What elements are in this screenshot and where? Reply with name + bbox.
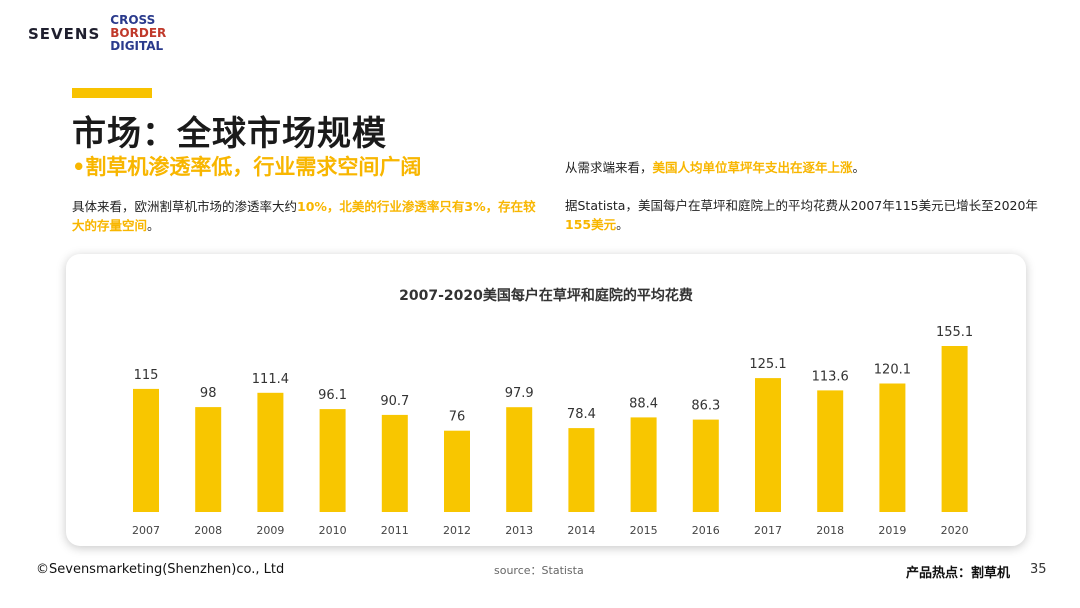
data-label-2018: 113.6 (812, 369, 849, 384)
right-paragraph-2-prefix: 据Statista，美国每户在草坪和庭院上的平均花费从2007年115美元已增长… (565, 198, 1038, 213)
data-label-2014: 78.4 (567, 407, 596, 422)
bar-2015 (630, 417, 657, 512)
data-label-2013: 97.9 (505, 386, 534, 401)
x-tick-2009: 2009 (256, 524, 284, 537)
bar-2017 (755, 378, 781, 512)
data-label-2010: 96.1 (318, 388, 347, 403)
title-accent-bar (72, 88, 152, 98)
data-label-2017: 125.1 (749, 357, 786, 372)
left-paragraph-highlight: 10%，北美的行业渗透率只有3%，存在较大的存量空间 (72, 199, 536, 233)
logo-sevens: SEVENS (28, 24, 101, 43)
data-label-2019: 120.1 (874, 363, 911, 378)
data-label-2012: 76 (449, 410, 466, 425)
right-paragraph-1: 从需求端来看，美国人均单位草坪年支出在逐年上涨。 (565, 158, 865, 177)
bar-2013 (506, 407, 533, 512)
bar-2008 (195, 407, 222, 512)
x-tick-2019: 2019 (878, 524, 906, 537)
right-paragraph-2-highlight: 155美元 (565, 217, 617, 232)
data-label-2020: 155.1 (936, 325, 973, 340)
bar-chart: 2007-2020美国每户在草坪和庭院的平均花费 115 2007 98 2008 11… (132, 287, 973, 537)
bar-2016 (692, 419, 719, 512)
page-number: 35 (1030, 562, 1047, 577)
right-paragraph-2: 据Statista，美国每户在草坪和庭院上的平均花费从2007年115美元已增长… (565, 196, 1045, 234)
page-title: 市场：全球市场规模 (72, 114, 387, 154)
bar-2020 (941, 346, 968, 512)
logo-cross-border-digital: CROSS BORDER DIGITAL (110, 14, 166, 53)
data-label-2016: 86.3 (691, 399, 720, 414)
x-tick-2018: 2018 (816, 524, 844, 537)
logo: SEVENS CROSS BORDER DIGITAL (28, 14, 166, 53)
chart-card: 2007-2020美国每户在草坪和庭院的平均花费 115 2007 98 2008 11… (66, 254, 1026, 546)
bar-2019 (879, 383, 906, 512)
x-tick-2011: 2011 (381, 524, 409, 537)
right-paragraph-1-highlight: 美国人均单位草坪年支出在逐年上涨 (652, 160, 853, 175)
x-tick-2014: 2014 (567, 524, 595, 537)
x-tick-2020: 2020 (941, 524, 969, 537)
footer-source: source：Statista (494, 564, 584, 577)
chart-title: 2007-2020美国每户在草坪和庭院的平均花费 (399, 287, 693, 304)
footer-topic: 产品热点：割草机 (906, 566, 1011, 581)
footer-copyright: ©Sevensmarketing(Shenzhen)co., Ltd (36, 562, 285, 577)
data-label-2015: 88.4 (629, 396, 658, 411)
right-paragraph-1-suffix: 。 (852, 160, 866, 175)
bar-2010 (319, 409, 346, 512)
logo-cbd-line3: DIGITAL (110, 39, 164, 53)
left-paragraph-suffix: 。 (147, 218, 160, 233)
page-subtitle: •割草机渗透率低，行业需求空间广阔 (72, 155, 422, 179)
left-paragraph: 具体来看，欧洲割草机市场的渗透率大约10%，北美的行业渗透率只有3%，存在较大的… (72, 197, 542, 235)
data-label-2009: 111.4 (252, 372, 289, 387)
bar-2012 (444, 430, 470, 512)
x-tick-2015: 2015 (630, 524, 658, 537)
x-tick-2008: 2008 (194, 524, 222, 537)
bar-2007 (133, 388, 159, 512)
x-tick-2007: 2007 (132, 524, 160, 537)
data-label-2007: 115 (134, 368, 159, 383)
bar-2014 (568, 428, 595, 512)
right-paragraph-2-suffix: 。 (616, 217, 629, 232)
logo-cbd-line1: CROSS (110, 13, 156, 27)
x-tick-2016: 2016 (692, 524, 720, 537)
x-tick-2017: 2017 (754, 524, 782, 537)
x-tick-2010: 2010 (319, 524, 347, 537)
x-tick-2012: 2012 (443, 524, 471, 537)
left-paragraph-prefix: 具体来看，欧洲割草机市场的渗透率大约 (72, 199, 298, 214)
x-tick-2013: 2013 (505, 524, 533, 537)
bar-2011 (381, 414, 408, 512)
logo-cbd-line2: BORDER (110, 26, 167, 40)
bar-2018 (817, 390, 844, 512)
bar-2009 (257, 392, 284, 512)
data-label-2008: 98 (200, 386, 217, 401)
right-paragraph-1-prefix: 从需求端来看， (565, 160, 653, 175)
data-label-2011: 90.7 (380, 394, 409, 409)
